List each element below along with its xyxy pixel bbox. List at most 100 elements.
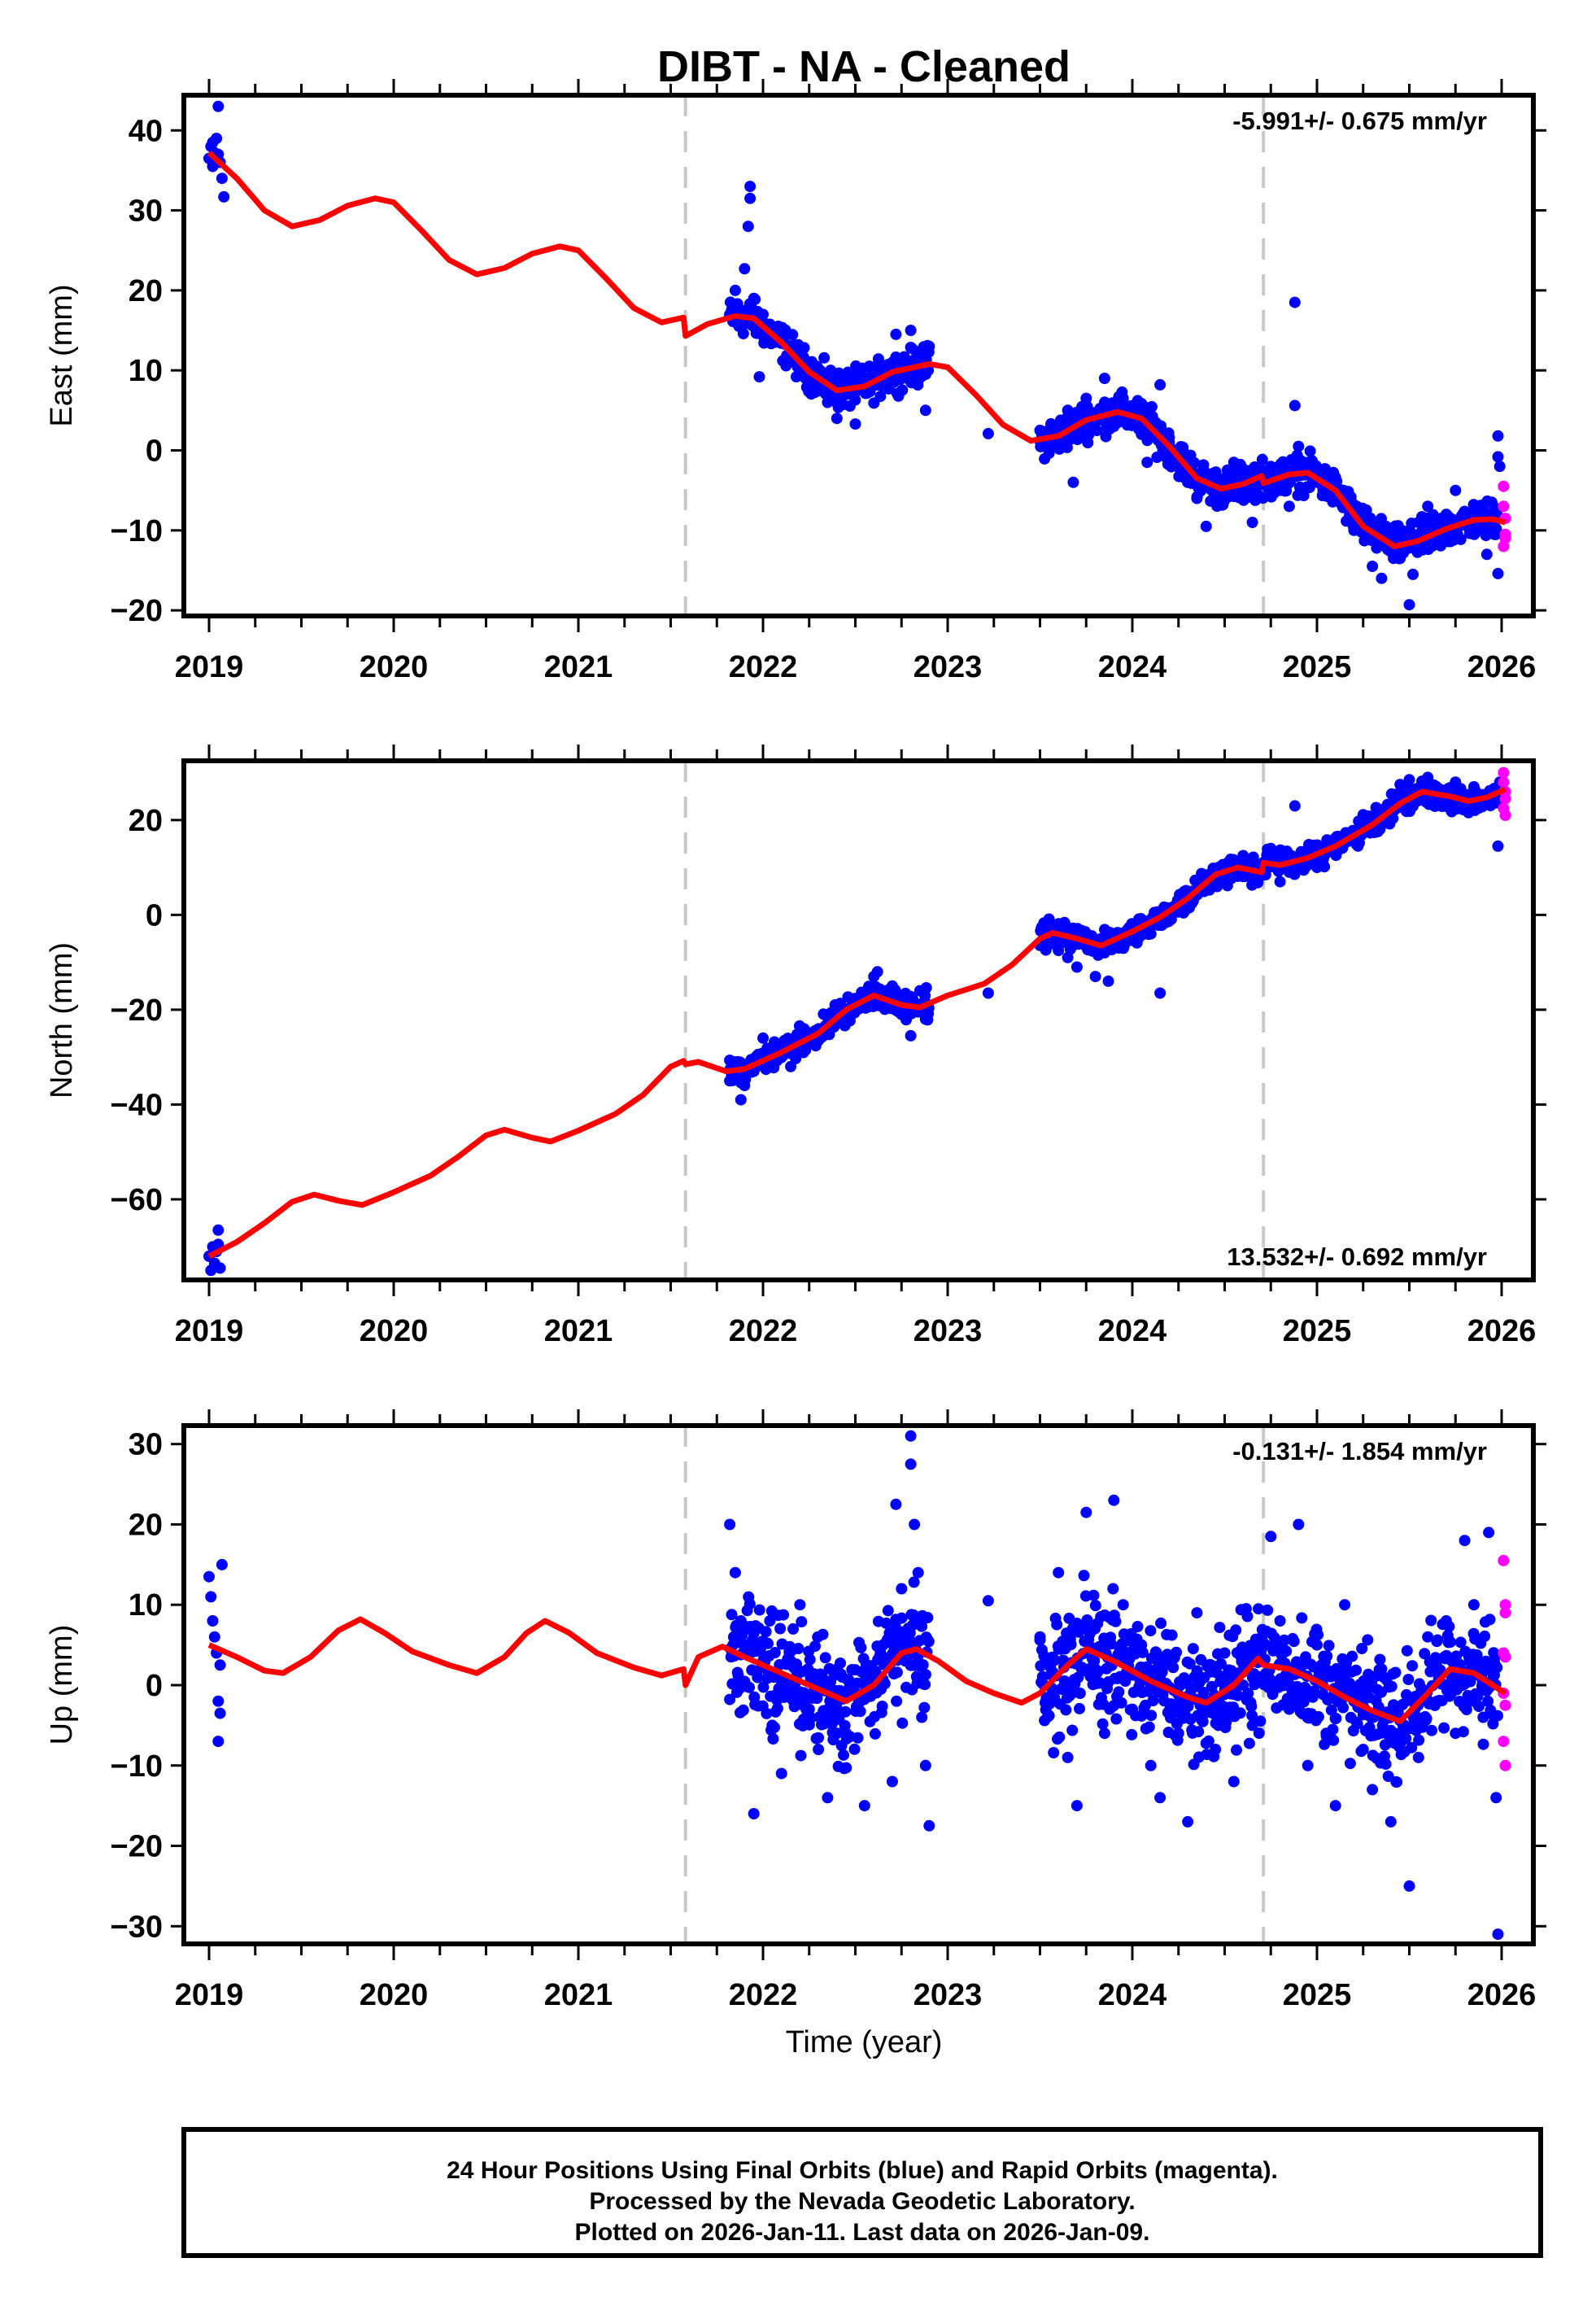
final-orbit-point <box>1262 1604 1274 1616</box>
final-orbit-point <box>1289 296 1301 308</box>
y-tick-label: 40 <box>129 114 163 148</box>
final-orbit-point <box>1323 1640 1335 1652</box>
final-orbit-point <box>1367 1784 1379 1796</box>
final-orbit-point <box>1413 1734 1425 1746</box>
final-orbit-point <box>1155 420 1167 432</box>
final-orbit-point <box>849 394 861 406</box>
final-orbit-point <box>1043 448 1055 460</box>
final-orbit-point <box>1293 1518 1305 1531</box>
final-orbit-point <box>1171 1646 1183 1658</box>
final-orbit-point <box>1483 1526 1495 1539</box>
final-orbit-point <box>1319 861 1331 873</box>
final-orbit-point <box>1155 1617 1167 1629</box>
final-orbit-point <box>879 1678 891 1690</box>
final-orbit-point <box>1166 1629 1178 1641</box>
final-orbit-point <box>1188 456 1201 469</box>
up-panel: 2019 2020 2021 2022 2023 2024 2025 2026 30 20 10 0 −… <box>45 1409 1546 2012</box>
final-orbit-point <box>1167 1662 1180 1674</box>
final-orbit-point <box>896 1717 909 1729</box>
final-orbit-point <box>917 1659 929 1671</box>
final-orbit-point <box>742 221 754 233</box>
final-orbit-point <box>796 1616 808 1628</box>
final-orbit-point <box>880 1617 892 1629</box>
final-orbit-point <box>1246 517 1258 528</box>
final-orbit-point <box>1494 461 1506 473</box>
final-orbit-point <box>1154 1792 1166 1804</box>
final-orbit-point <box>1406 518 1418 530</box>
final-orbit-point <box>792 1643 805 1654</box>
final-orbit-point <box>982 987 994 999</box>
north-fit-line <box>207 786 1507 1260</box>
y-tick-label: 0 <box>146 898 163 932</box>
final-orbit-point <box>1228 1775 1240 1788</box>
final-orbit-point <box>1091 425 1103 437</box>
final-orbit-point <box>1071 1800 1083 1812</box>
final-orbit-point <box>1110 1713 1123 1725</box>
x-tick-label: 2023 <box>914 1978 983 2012</box>
final-orbit-point <box>1473 1701 1485 1713</box>
final-orbit-point <box>1206 1680 1218 1692</box>
final-orbit-point <box>839 1705 852 1718</box>
x-tick-label: 2024 <box>1098 1314 1167 1348</box>
final-orbit-point <box>1145 1625 1157 1637</box>
footer-line-1: 24 Hour Positions Using Final Orbits (bl… <box>447 2157 1278 2184</box>
final-orbit-point <box>1274 876 1286 888</box>
final-orbit-point <box>1062 1751 1074 1763</box>
final-orbit-point <box>1454 533 1467 545</box>
east-plot-area <box>203 100 1511 611</box>
x-tick-label: 2021 <box>544 650 613 684</box>
final-orbit-point <box>1406 1660 1419 1672</box>
final-orbit-point <box>1108 1494 1120 1506</box>
final-orbit-point <box>795 1749 807 1762</box>
y-tick-label: −20 <box>111 994 163 1028</box>
final-orbit-point <box>214 1707 226 1719</box>
x-tick-label: 2026 <box>1467 650 1537 684</box>
final-orbit-point <box>890 328 902 340</box>
final-orbit-point <box>1078 1570 1090 1582</box>
final-orbit-point <box>218 190 230 203</box>
final-orbit-point <box>1302 1759 1314 1771</box>
final-orbit-point <box>849 418 861 430</box>
final-orbit-point <box>1215 1657 1227 1670</box>
final-orbit-point <box>1367 561 1379 572</box>
final-orbit-point <box>752 1671 764 1684</box>
x-tick-label: 2020 <box>360 1978 429 2012</box>
final-orbit-point <box>1253 1727 1265 1739</box>
final-orbit-point <box>1230 1624 1242 1636</box>
x-tick-label: 2025 <box>1283 650 1352 684</box>
final-orbit-point <box>1350 1664 1362 1676</box>
final-orbit-point <box>858 1800 870 1812</box>
final-orbit-point <box>1080 1506 1092 1518</box>
final-orbit-point <box>743 1598 756 1610</box>
final-orbit-point <box>1184 1657 1196 1670</box>
final-orbit-point <box>1328 1734 1340 1746</box>
final-orbit-point <box>769 1036 780 1048</box>
final-orbit-point <box>735 1094 747 1106</box>
rapid-orbit-point <box>1499 1759 1511 1771</box>
final-orbit-point <box>1280 1645 1293 1657</box>
final-orbit-point <box>919 404 931 417</box>
final-orbit-point <box>1443 1621 1455 1632</box>
final-orbit-point <box>729 1566 741 1579</box>
final-orbit-point <box>739 1073 752 1085</box>
final-orbit-point <box>739 263 751 275</box>
final-orbit-point <box>1098 1727 1110 1740</box>
rapid-orbit-point <box>1499 532 1511 544</box>
final-orbit-point <box>805 1712 818 1724</box>
final-orbit-point <box>764 1615 776 1627</box>
final-orbit-point <box>1344 1758 1356 1770</box>
final-orbit-point <box>1253 1603 1264 1615</box>
x-tick-label: 2021 <box>544 1978 613 2012</box>
final-orbit-point <box>1450 1650 1463 1662</box>
final-orbit-point <box>1048 1747 1060 1758</box>
final-orbit-point <box>1074 1702 1085 1714</box>
final-orbit-point <box>787 329 799 341</box>
final-orbit-point <box>1490 522 1502 535</box>
final-orbit-point <box>1242 1688 1254 1699</box>
final-orbit-point <box>1132 1621 1144 1632</box>
final-orbit-point <box>1403 1880 1415 1892</box>
final-orbit-point <box>1143 928 1154 941</box>
final-orbit-point <box>1197 1715 1209 1727</box>
final-orbit-point <box>1346 1650 1358 1662</box>
